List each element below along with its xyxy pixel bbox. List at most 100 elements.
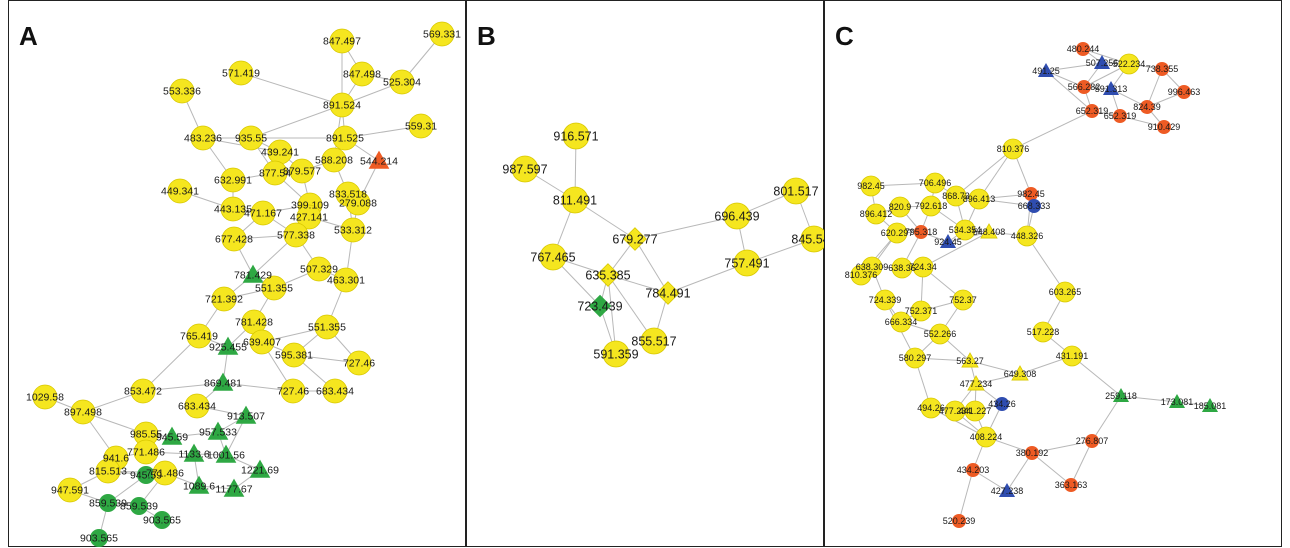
- node-circle: [261, 275, 287, 301]
- node-circle: [389, 69, 415, 95]
- node-label: 591.359: [593, 347, 638, 361]
- node-circle: [90, 529, 108, 547]
- node-label: 696.439: [714, 209, 759, 223]
- node-label: 868.73: [942, 191, 970, 201]
- node-label: 877.54: [259, 168, 291, 180]
- node-label: 173.081: [1161, 397, 1194, 407]
- node-label: 987.597: [502, 162, 547, 176]
- node-circle: [968, 188, 990, 210]
- network-edge: [1045, 62, 1103, 72]
- node-circle: [211, 286, 237, 312]
- node-circle: [782, 177, 810, 205]
- node-label: 259.118: [1105, 391, 1137, 401]
- network-edge: [958, 469, 974, 522]
- node-circle: [1002, 138, 1024, 160]
- node-label: 443.135: [214, 204, 252, 216]
- node-circle: [874, 289, 896, 311]
- node-label: 666.334: [885, 317, 918, 327]
- node-circle: [333, 267, 359, 293]
- node-circle: [886, 222, 908, 244]
- node-triangle: [183, 443, 205, 462]
- node-label: 683.434: [316, 386, 354, 398]
- node-circle: [964, 400, 986, 422]
- network-edge: [1091, 395, 1122, 442]
- node-label: 859.539: [89, 498, 127, 510]
- node-label: 765.419: [180, 331, 218, 343]
- node-circle: [1025, 446, 1039, 460]
- node-label: 982.45: [1017, 189, 1045, 199]
- node-circle: [1076, 42, 1090, 56]
- node-diamond: [623, 227, 647, 251]
- node-label: 483.236: [184, 133, 222, 145]
- node-circle: [954, 219, 976, 241]
- node-circle: [32, 384, 58, 410]
- node-circle: [1155, 62, 1169, 76]
- node-circle: [1077, 80, 1091, 94]
- node-triangle: [1102, 80, 1120, 96]
- node-diamond: [656, 281, 680, 305]
- network-edge: [142, 382, 224, 392]
- node-circle: [890, 311, 912, 333]
- node-label: 399.109: [291, 200, 329, 212]
- node-triangle: [223, 478, 245, 497]
- node-triangle: [939, 233, 957, 249]
- node-label: 833.518: [329, 189, 367, 201]
- node-circle: [1024, 187, 1038, 201]
- node-label: 738.355: [1146, 64, 1179, 74]
- node-label: 723.439: [577, 299, 622, 313]
- node-triangle: [1112, 387, 1130, 403]
- network-edge: [1119, 115, 1165, 128]
- node-circle: [321, 147, 347, 173]
- node-triangle: [1201, 397, 1219, 413]
- node-label: 553.336: [163, 86, 201, 98]
- node-label: 480.244: [1067, 44, 1100, 54]
- node-circle: [995, 397, 1009, 411]
- network-edge: [969, 360, 1021, 375]
- node-circle: [640, 327, 668, 355]
- node-label: 577.338: [277, 230, 315, 242]
- node-triangle: [217, 336, 239, 355]
- node-circle: [723, 202, 751, 230]
- node-triangle: [961, 352, 979, 368]
- network-edge: [171, 431, 219, 438]
- node-label: 996.463: [1168, 87, 1201, 97]
- node-circle: [602, 340, 630, 368]
- node-circle: [952, 289, 974, 311]
- node-label: 580.297: [899, 353, 932, 363]
- node-label: 771.486: [146, 468, 184, 480]
- node-label: 767.465: [530, 250, 575, 264]
- node-label: 668.333: [1018, 201, 1051, 211]
- node-circle: [280, 378, 306, 404]
- node-circle: [1118, 53, 1140, 75]
- node-label: 795.318: [905, 227, 938, 237]
- node-label: 727.46: [277, 386, 309, 398]
- node-circle: [920, 195, 942, 217]
- node-circle: [1032, 321, 1054, 343]
- node-circle: [929, 323, 951, 345]
- node-label: 724.339: [869, 295, 902, 305]
- node-label: 859.539: [120, 501, 158, 513]
- node-label: 957.533: [199, 427, 237, 439]
- node-label: 185.081: [1194, 401, 1227, 411]
- node-circle: [912, 256, 934, 278]
- node-label: 845.545: [791, 232, 825, 246]
- node-label: 896.413: [963, 194, 996, 204]
- node-circle: [511, 155, 539, 183]
- node-label: 896.412: [860, 209, 893, 219]
- node-label: 632.991: [214, 175, 252, 187]
- node-label: 982.45: [857, 181, 885, 191]
- node-label: 551.355: [308, 322, 346, 334]
- nodes-group: [511, 122, 825, 368]
- node-label: 810.376: [845, 270, 878, 280]
- node-circle: [340, 217, 366, 243]
- node-circle: [152, 460, 178, 486]
- node-circle: [1027, 199, 1041, 213]
- node-circle: [306, 256, 332, 282]
- node-label: 638.36: [888, 263, 916, 273]
- node-label: 869.481: [204, 378, 242, 390]
- node-circle: [332, 125, 358, 151]
- node-triangle: [1093, 54, 1111, 70]
- network-edge: [240, 72, 343, 106]
- node-circle: [345, 190, 371, 216]
